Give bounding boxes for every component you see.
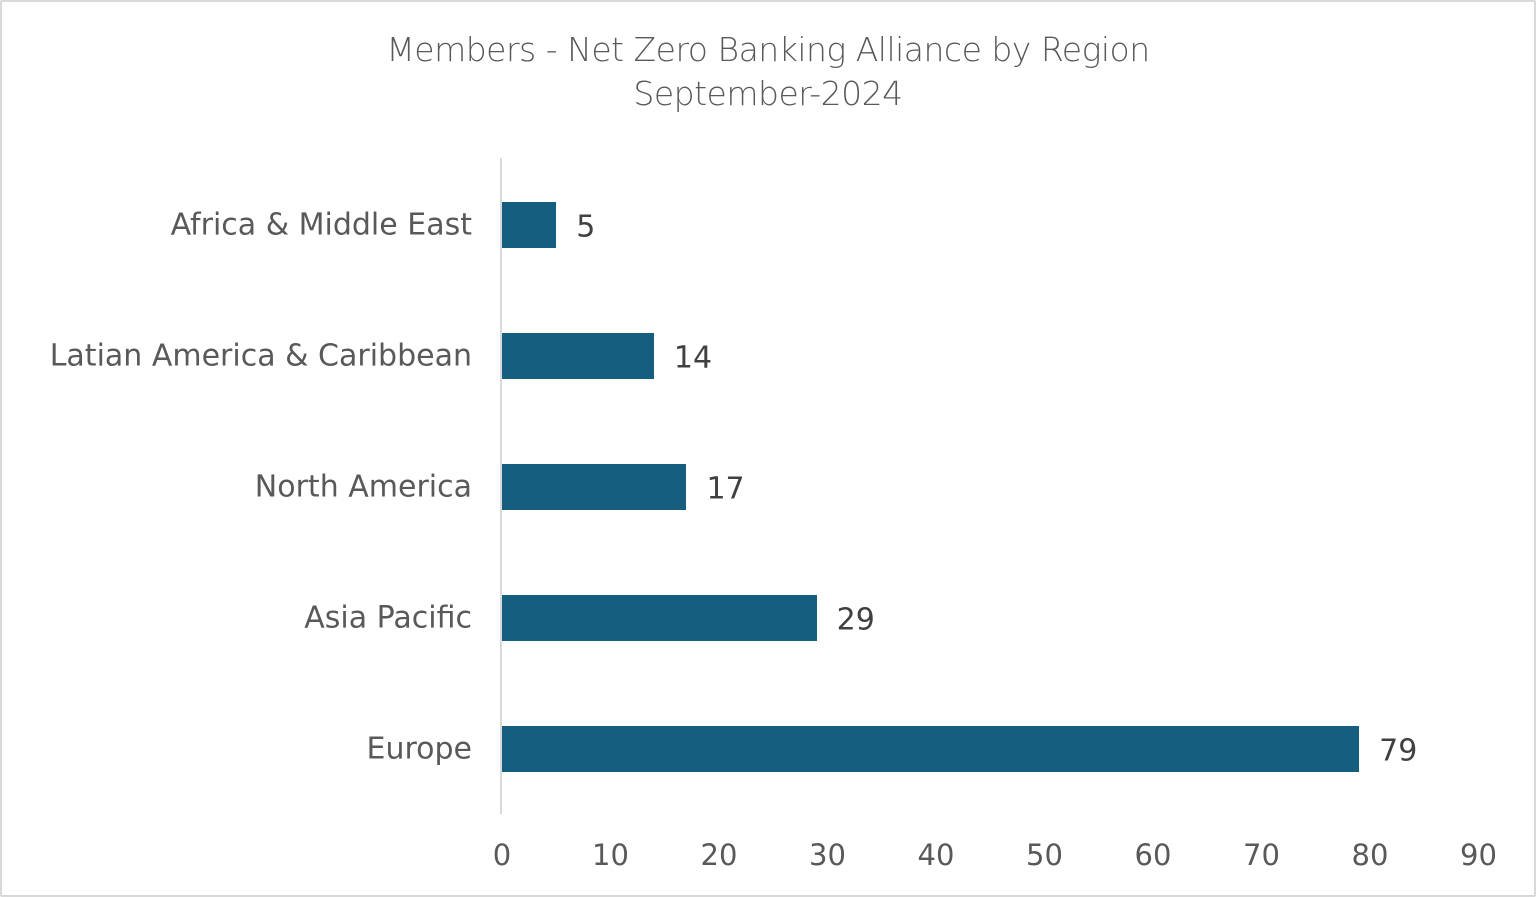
x-tick-label: 10	[592, 838, 629, 872]
bar	[502, 333, 654, 379]
category-label: Europe	[366, 731, 473, 767]
category-label: North America	[254, 469, 472, 505]
category-label: Africa & Middle East	[170, 207, 472, 243]
x-tick-label: 70	[1243, 838, 1280, 872]
x-tick-label: 80	[1351, 838, 1389, 872]
bar	[502, 595, 817, 641]
x-tick-label: 60	[1134, 838, 1172, 872]
data-label: 79	[1379, 733, 1418, 769]
x-tick-label: 30	[809, 838, 846, 872]
data-label: 14	[673, 340, 713, 376]
category-label: Latian America & Caribbean	[49, 338, 472, 374]
category-label: Asia Pacific	[304, 600, 472, 636]
bar	[502, 464, 687, 510]
chart-title: Members - Net Zero Banking Alliance by R…	[386, 30, 1150, 69]
bar	[502, 726, 1360, 772]
x-tick-label: 90	[1460, 838, 1497, 872]
chart-subtitle: September-2024	[633, 74, 903, 113]
bar	[502, 202, 557, 248]
x-tick-label: 40	[917, 838, 955, 872]
data-label: 5	[576, 209, 596, 245]
data-label: 29	[836, 602, 875, 638]
data-label: 17	[706, 471, 745, 507]
x-tick-label: 0	[492, 838, 512, 872]
x-tick-label: 50	[1026, 838, 1063, 872]
y-axis-line	[500, 158, 502, 814]
x-tick-label: 20	[700, 838, 738, 872]
